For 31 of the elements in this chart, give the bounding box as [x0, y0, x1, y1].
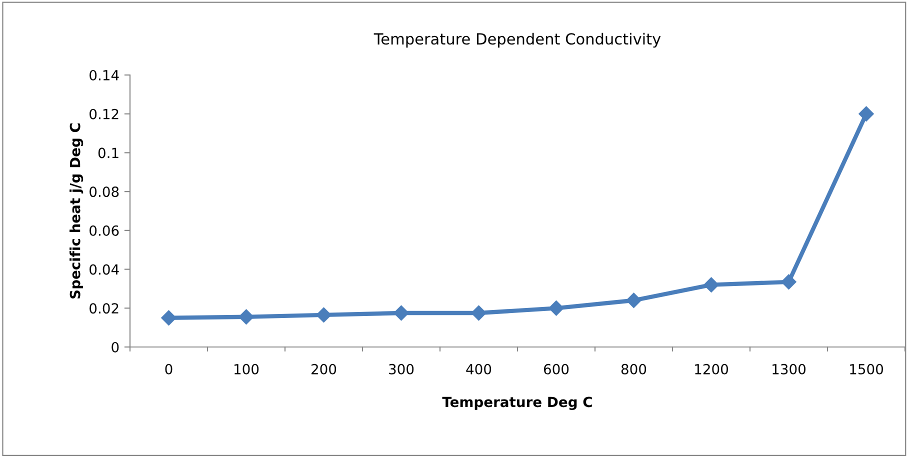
y-tick-label: 0.12: [90, 108, 118, 120]
y-tick-label: 0.14: [90, 70, 119, 80]
x-tick-label: 1500: [850, 364, 883, 374]
point: [238, 309, 254, 324]
x-tick-label: 200: [312, 364, 336, 374]
y-tick-label: 0.06: [90, 225, 119, 236]
point: [858, 106, 874, 122]
x-tick-label: 400: [466, 364, 492, 374]
point: [161, 310, 176, 326]
chart-title: Temperature Dependent Conductivity: [374, 32, 661, 48]
y-tick-label: 0.02: [90, 303, 118, 314]
point: [471, 305, 486, 321]
point: [394, 305, 409, 321]
x-tick-label: 1300: [772, 364, 806, 374]
x-tick-label: 1200: [695, 364, 728, 374]
y-axis-title: Specific heat j/g Deg C: [70, 123, 84, 298]
point: [548, 300, 564, 316]
y-tick-label: 0: [112, 342, 119, 352]
x-tick-label: 600: [544, 364, 569, 374]
x-tick-label: 100: [234, 364, 259, 374]
x-tick-label: 0: [165, 364, 172, 374]
x-axis-title: Temperature Deg C: [442, 396, 592, 410]
point: [781, 274, 796, 290]
y-tick-label: 0.1: [98, 148, 118, 158]
y-tick-label: 0.08: [90, 186, 119, 198]
x-tick-label: 800: [621, 364, 646, 374]
x-tick-label: 300: [389, 364, 414, 374]
point: [704, 277, 719, 292]
y-tick-label: 0.04: [90, 264, 119, 275]
point: [316, 307, 332, 323]
point: [626, 292, 642, 308]
